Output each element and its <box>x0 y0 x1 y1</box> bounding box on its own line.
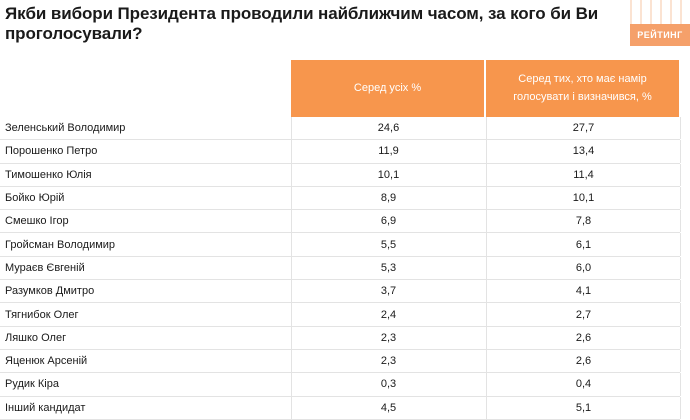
value-all: 2,3 <box>291 349 485 373</box>
value-decided: 2,6 <box>486 349 681 373</box>
value-decided: 5,1 <box>486 396 681 419</box>
value-all: 4,5 <box>291 396 485 419</box>
value-decided: 7,8 <box>486 210 681 233</box>
candidate-name: Яценюк Арсеній <box>5 355 88 368</box>
table-row: Тягнибок Олег 2,4 2,7 <box>0 303 681 327</box>
candidate-name: Мураєв Євгеній <box>5 261 85 274</box>
candidate-name: Ляшко Олег <box>5 331 67 344</box>
candidate-name: Тимошенко Юлія <box>5 168 92 181</box>
table-row: Бойко Юрій 8,9 10,1 <box>0 186 681 211</box>
value-decided: 10,1 <box>486 186 681 210</box>
value-all: 6,9 <box>291 210 485 233</box>
value-decided: 0,4 <box>486 373 681 396</box>
value-all: 10,1 <box>291 163 485 186</box>
candidate-name: Рудик Кіра <box>5 378 59 391</box>
logo-pattern <box>630 0 690 24</box>
column-header-all: Серед усіх % <box>291 60 484 117</box>
table-row: Яценюк Арсеній 2,3 2,6 <box>0 349 681 374</box>
value-all: 5,3 <box>291 256 485 280</box>
value-all: 11,9 <box>291 140 485 163</box>
table-row: Рудик Кіра 0,3 0,4 <box>0 373 681 397</box>
value-decided: 6,0 <box>486 256 681 280</box>
value-decided: 2,6 <box>486 326 681 349</box>
value-decided: 27,7 <box>486 117 681 140</box>
rating-logo: РЕЙТИНГ <box>630 24 690 46</box>
candidate-name: Разумков Дмитро <box>5 285 95 298</box>
value-decided: 13,4 <box>486 140 681 163</box>
value-decided: 6,1 <box>486 233 681 256</box>
table-row: Разумков Дмитро 3,7 4,1 <box>0 280 681 304</box>
value-decided: 2,7 <box>486 303 681 326</box>
candidate-name: Бойко Юрій <box>5 192 65 205</box>
value-decided: 11,4 <box>486 163 681 186</box>
results-table: Зеленський Володимир 24,6 27,7 Порошенко Пе… <box>0 117 681 420</box>
value-decided: 4,1 <box>486 280 681 303</box>
value-all: 2,3 <box>291 326 485 349</box>
value-all: 0,3 <box>291 373 485 396</box>
candidate-name: Смешко Ігор <box>5 215 69 228</box>
candidate-name: Порошенко Петро <box>5 145 98 158</box>
page-title: Якби вибори Президента проводили найближ… <box>5 4 599 43</box>
table-row: Мураєв Євгеній 5,3 6,0 <box>0 256 681 281</box>
table-row: Тимошенко Юлія 10,1 11,4 <box>0 163 681 187</box>
table-row: Смешко Ігор 6,9 7,8 <box>0 210 681 234</box>
table-row: Ляшко Олег 2,3 2,6 <box>0 326 681 350</box>
candidate-name: Гройсман Володимир <box>5 238 116 251</box>
value-all: 5,5 <box>291 233 485 256</box>
candidate-name: Інший кандидат <box>5 401 86 414</box>
value-all: 8,9 <box>291 186 485 210</box>
value-all: 24,6 <box>291 117 485 140</box>
candidate-name: Зеленський Володимир <box>5 122 126 135</box>
table-row: Порошенко Петро 11,9 13,4 <box>0 140 681 164</box>
column-header-decided: Серед тих, хто має намір голосувати і ви… <box>486 60 679 117</box>
table-row: Зеленський Володимир 24,6 27,7 <box>0 117 681 141</box>
candidate-name: Тягнибок Олег <box>5 308 79 321</box>
table-row: Гройсман Володимир 5,5 6,1 <box>0 233 681 257</box>
value-all: 3,7 <box>291 280 485 303</box>
value-all: 2,4 <box>291 303 485 326</box>
table-row: Інший кандидат 4,5 5,1 <box>0 396 681 420</box>
